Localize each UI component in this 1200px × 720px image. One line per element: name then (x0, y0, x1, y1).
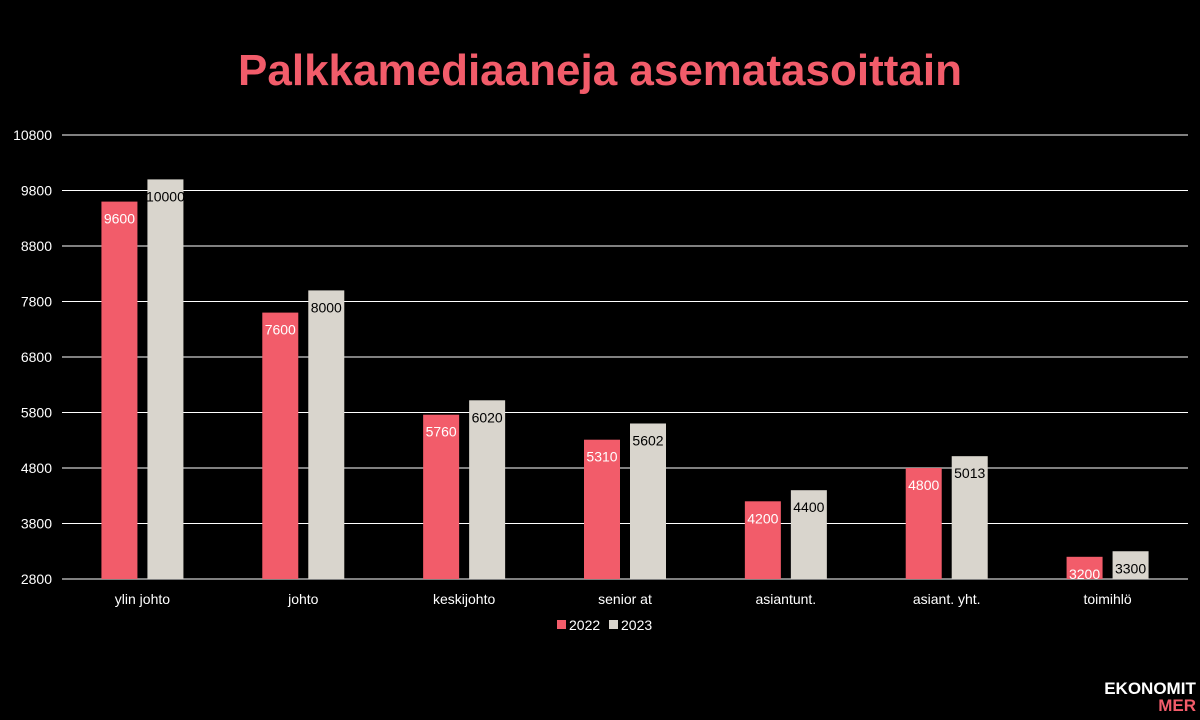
data-label: 5310 (586, 449, 617, 465)
bar-2022 (423, 414, 460, 579)
data-label: 5602 (632, 432, 663, 448)
bar-2023 (469, 400, 506, 579)
y-tick-label: 7800 (21, 294, 52, 310)
bar-2023 (790, 490, 827, 579)
logo-line-2: MER (1158, 696, 1196, 715)
brand-logo: EKONOMIT MER (1104, 680, 1196, 714)
bar-2022 (262, 312, 299, 579)
bar-2023 (147, 179, 184, 579)
data-label: 4400 (793, 499, 824, 515)
y-tick-label: 4800 (21, 460, 52, 476)
legend-swatch (609, 620, 618, 629)
data-label: 7600 (265, 322, 296, 338)
bar-2022 (905, 468, 942, 579)
data-label: 6020 (472, 409, 503, 425)
chart-title: Palkkamediaaneja asematasoittain (238, 46, 962, 95)
data-label: 3300 (1115, 560, 1146, 576)
y-tick-label: 3800 (21, 516, 52, 532)
legend-swatch (557, 620, 566, 629)
legend-label: 2022 (569, 617, 600, 633)
x-tick-label: asiantunt. (755, 591, 816, 607)
data-label: 3200 (1069, 566, 1100, 582)
bar-2022 (584, 439, 620, 579)
data-label: 10000 (146, 188, 185, 204)
y-tick-label: 8800 (21, 238, 52, 254)
x-tick-label: johto (287, 591, 319, 607)
x-tick-label: senior at (598, 591, 652, 607)
bar-2023 (308, 290, 345, 579)
bar-2022 (744, 501, 781, 579)
y-tick-label: 9800 (21, 183, 52, 199)
data-label: 5760 (426, 424, 457, 440)
x-tick-label: ylin johto (115, 591, 170, 607)
data-label: 9600 (104, 211, 135, 227)
logo-line-1: EKONOMIT (1104, 679, 1196, 698)
data-label: 5013 (954, 465, 985, 481)
bar-2023 (1112, 551, 1149, 579)
y-tick-label: 2800 (21, 571, 52, 587)
data-label: 4800 (908, 477, 939, 493)
y-tick-label: 6800 (21, 349, 52, 365)
data-label: 8000 (311, 299, 342, 315)
bar-2023 (630, 423, 666, 579)
x-tick-label: toimihlö (1083, 591, 1131, 607)
y-tick-label: 10800 (13, 127, 52, 143)
data-label: 4200 (747, 510, 778, 526)
bar-2022 (101, 201, 138, 579)
bar-2023 (951, 456, 988, 579)
bar-2022 (1066, 556, 1103, 579)
y-tick-label: 5800 (21, 405, 52, 421)
legend-label: 2023 (621, 617, 652, 633)
bar-chart: 2800 3800 4800 5800 6800 7800 8800 9800 10800 960… (13, 127, 1188, 633)
x-tick-label: asiant. yht. (913, 591, 981, 607)
x-tick-label: keskijohto (433, 591, 495, 607)
